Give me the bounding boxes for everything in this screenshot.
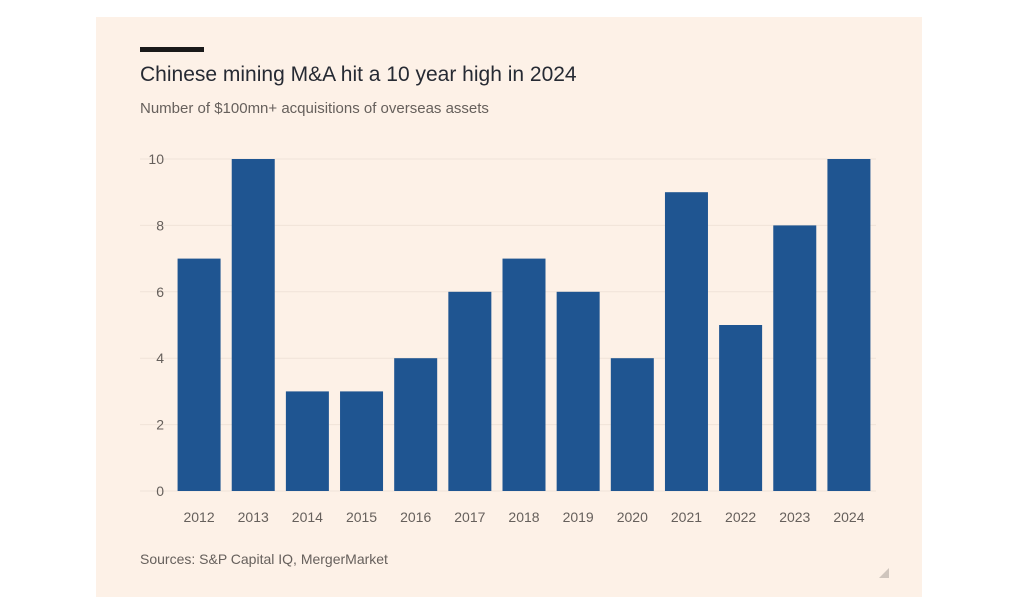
bar-2024 bbox=[827, 159, 871, 491]
bar-2023 bbox=[773, 225, 817, 491]
bar-2018 bbox=[502, 258, 546, 491]
bar-2015 bbox=[340, 391, 384, 491]
x-tick-label: 2012 bbox=[183, 509, 214, 525]
x-tick-label: 2023 bbox=[779, 509, 810, 525]
x-tick-label: 2015 bbox=[346, 509, 377, 525]
chart-title: Chinese mining M&A hit a 10 year high in… bbox=[140, 63, 577, 86]
resize-corner-icon bbox=[879, 568, 889, 578]
bar-2014 bbox=[285, 391, 329, 491]
x-tick-label: 2021 bbox=[671, 509, 702, 525]
bar-2021 bbox=[664, 192, 708, 491]
chart-source: Sources: S&P Capital IQ, MergerMarket bbox=[140, 551, 388, 567]
x-tick-label: 2020 bbox=[617, 509, 648, 525]
bar-2013 bbox=[231, 159, 275, 491]
x-tick-label: 2014 bbox=[292, 509, 323, 525]
x-tick-label: 2024 bbox=[833, 509, 864, 525]
bar-2022 bbox=[719, 325, 763, 491]
x-tick-label: 2019 bbox=[563, 509, 594, 525]
bar-2012 bbox=[177, 258, 221, 491]
bar-2019 bbox=[556, 291, 600, 491]
bar-chart: 0 2 4 6 8 10 2012 2013 2014 2015 2016 2017 2018 2019 2… bbox=[140, 151, 876, 525]
y-tick-label: 10 bbox=[148, 151, 164, 167]
y-tick-label: 8 bbox=[156, 217, 164, 233]
y-tick-label: 2 bbox=[156, 417, 164, 433]
x-tick-label: 2013 bbox=[238, 509, 269, 525]
x-tick-label: 2022 bbox=[725, 509, 756, 525]
x-tick-label: 2017 bbox=[454, 509, 485, 525]
x-tick-label: 2018 bbox=[508, 509, 539, 525]
bar-2020 bbox=[610, 358, 654, 491]
title-accent-bar bbox=[140, 47, 204, 52]
chart-panel: Chinese mining M&A hit a 10 year high in… bbox=[96, 17, 922, 597]
y-tick-label: 0 bbox=[156, 483, 164, 499]
x-tick-label: 2016 bbox=[400, 509, 431, 525]
bar-2016 bbox=[394, 358, 438, 491]
bar-2017 bbox=[448, 291, 492, 491]
y-tick-label: 4 bbox=[156, 350, 164, 366]
chart-subtitle: Number of $100mn+ acquisitions of overse… bbox=[140, 100, 489, 117]
y-tick-label: 6 bbox=[156, 284, 164, 300]
